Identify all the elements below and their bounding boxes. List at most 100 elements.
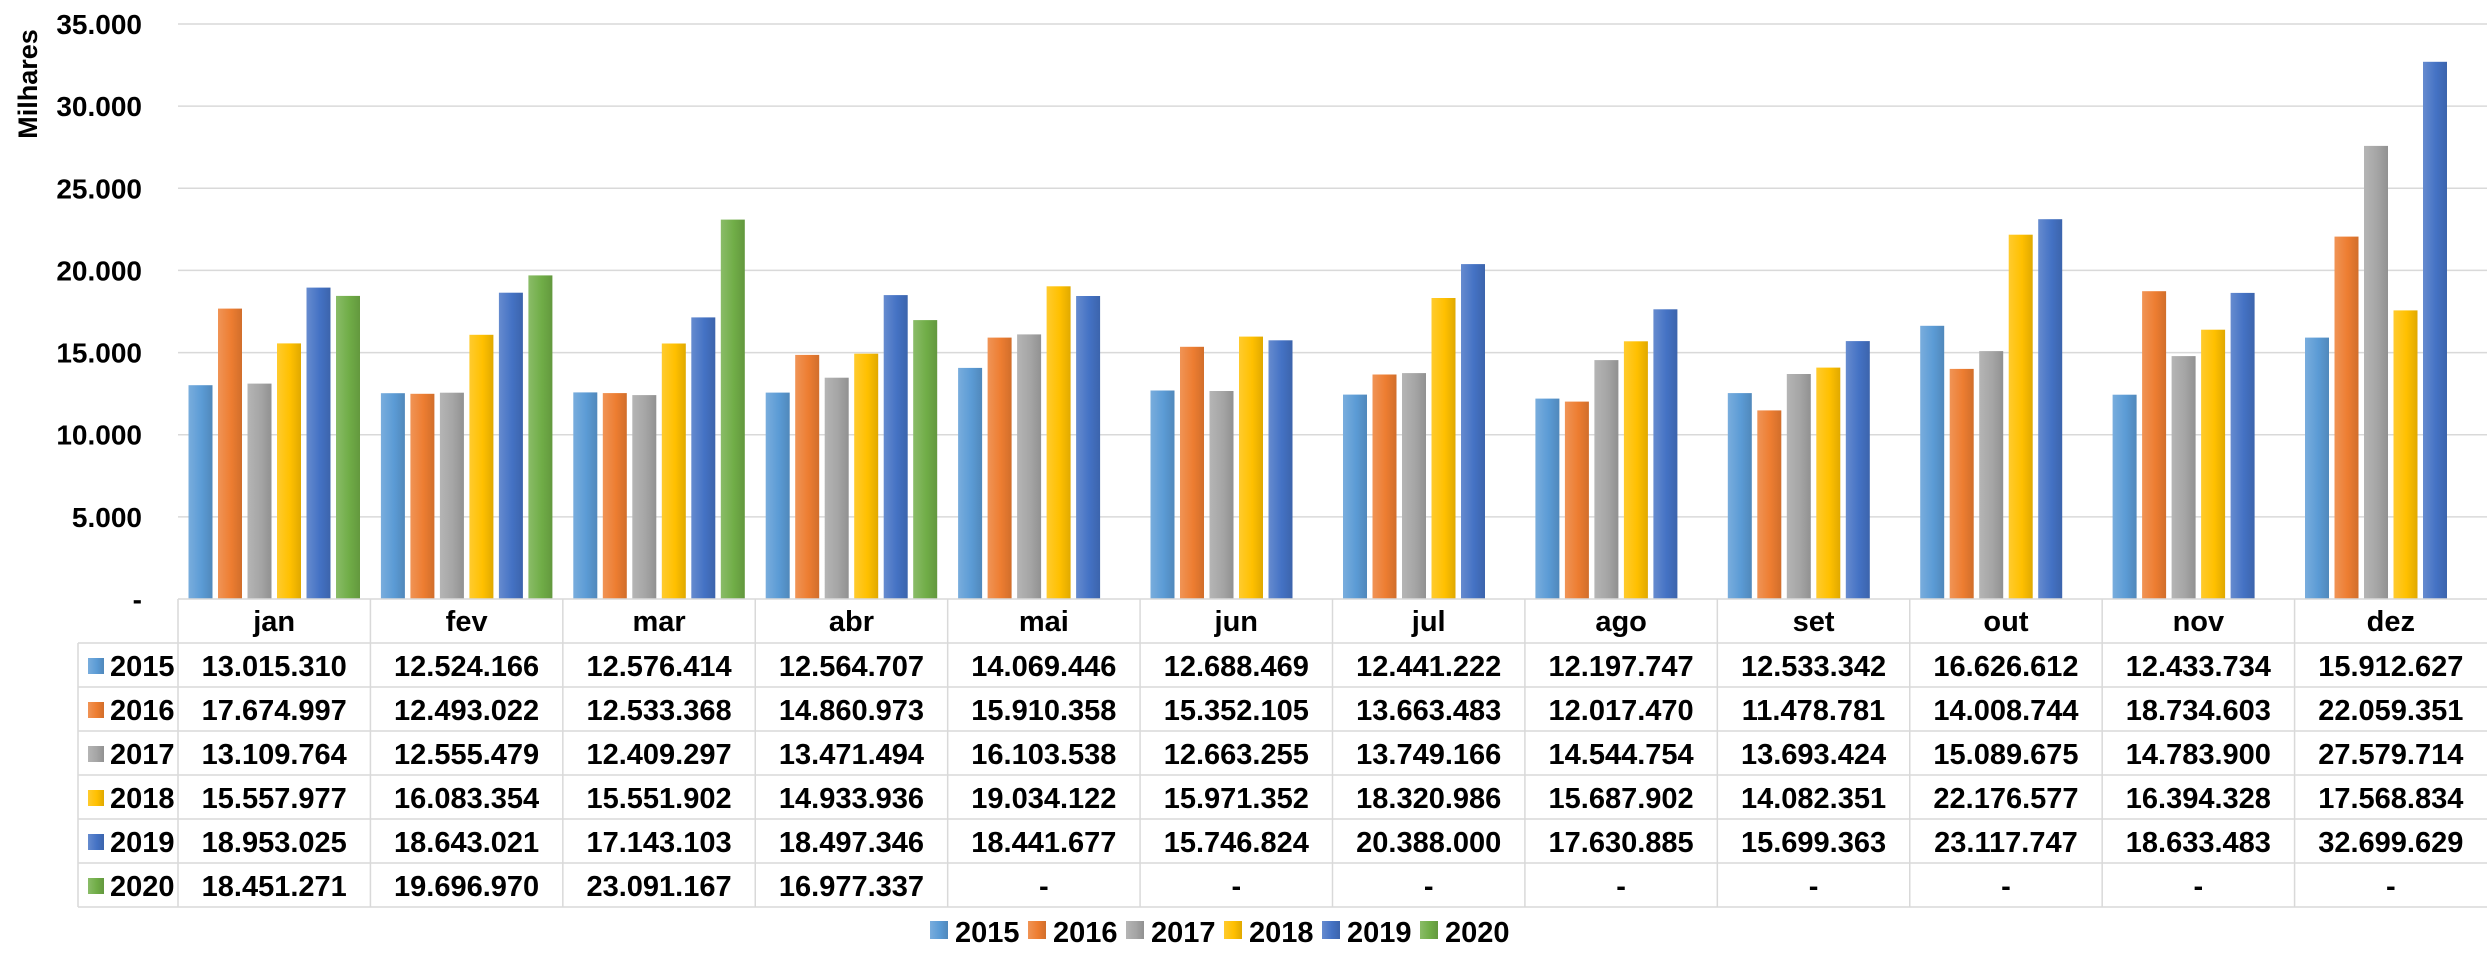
table-cell: 14.783.900 bbox=[2126, 739, 2271, 771]
table-cell: 16.083.354 bbox=[394, 783, 539, 815]
bar-2015-jan bbox=[188, 385, 213, 599]
bar-2018-jul bbox=[1431, 298, 1456, 599]
table-cell: - bbox=[1424, 871, 1434, 903]
table-legend-key bbox=[88, 746, 104, 762]
table-cell: 12.576.414 bbox=[586, 651, 731, 683]
table-cell: - bbox=[1616, 871, 1626, 903]
category-label: jul bbox=[1411, 606, 1446, 638]
legend-key bbox=[1420, 921, 1438, 939]
table-cell: 16.977.337 bbox=[779, 871, 924, 903]
table-cell: 20.388.000 bbox=[1356, 827, 1501, 859]
y-tick-label: 15.000 bbox=[56, 338, 142, 369]
bar-2017-mai bbox=[1017, 334, 1042, 599]
table-cell: 18.633.483 bbox=[2126, 827, 2271, 859]
table-cell: 12.493.022 bbox=[394, 695, 539, 727]
table-cell: 18.497.346 bbox=[779, 827, 924, 859]
table-cell: 12.524.166 bbox=[394, 651, 539, 683]
table-legend-key bbox=[88, 878, 104, 894]
table-cell: 12.433.734 bbox=[2126, 651, 2271, 683]
bar-2017-jul bbox=[1402, 373, 1426, 599]
bar-2019-abr bbox=[883, 295, 908, 599]
table-cell: 22.176.577 bbox=[1933, 783, 2078, 815]
bar-2016-jul bbox=[1372, 374, 1397, 599]
table-cell: - bbox=[1231, 871, 1241, 903]
category-label: abr bbox=[829, 606, 874, 638]
y-tick-label: 25.000 bbox=[56, 173, 142, 204]
bar-2018-ago bbox=[1623, 341, 1648, 599]
table-cell: 14.860.973 bbox=[779, 695, 924, 727]
table-cell: 17.674.997 bbox=[202, 695, 347, 727]
bar-2016-dez bbox=[2334, 236, 2359, 599]
table-legend-key bbox=[88, 702, 104, 718]
table-cell: 14.933.936 bbox=[779, 783, 924, 815]
table-cell: 23.091.167 bbox=[586, 871, 731, 903]
table-cell: 12.017.470 bbox=[1549, 695, 1694, 727]
y-tick-label: 30.000 bbox=[56, 91, 142, 122]
table-series-name: 2017 bbox=[110, 739, 175, 771]
bar-2016-jan bbox=[218, 308, 242, 599]
bars bbox=[188, 61, 2447, 600]
bar-2019-out bbox=[2038, 219, 2063, 599]
table-cell: 17.630.885 bbox=[1549, 827, 1694, 859]
bar-2017-ago bbox=[1594, 360, 1619, 599]
bar-2019-dez bbox=[2423, 61, 2447, 600]
category-label: fev bbox=[446, 606, 488, 638]
gridlines bbox=[178, 23, 2487, 518]
table-series-name: 2015 bbox=[110, 651, 175, 683]
bar-2020-mar bbox=[720, 219, 745, 599]
table-cell: 17.143.103 bbox=[586, 827, 731, 859]
category-label: set bbox=[1793, 606, 1835, 638]
bar-2017-mar bbox=[632, 395, 657, 599]
y-axis-label: Milhares bbox=[13, 29, 43, 139]
table-cell: - bbox=[1039, 871, 1049, 903]
bar-2017-set bbox=[1786, 374, 1811, 599]
bar-2015-jun bbox=[1150, 390, 1175, 599]
table-cell: 12.409.297 bbox=[586, 739, 731, 771]
bar-2016-ago bbox=[1564, 401, 1589, 599]
table-cell: 13.015.310 bbox=[202, 651, 347, 683]
table-cell: 12.441.222 bbox=[1356, 651, 1501, 683]
legend-key bbox=[1126, 921, 1144, 939]
table-cell: 12.533.368 bbox=[586, 695, 731, 727]
bar-2016-set bbox=[1757, 410, 1782, 599]
table-cell: 13.109.764 bbox=[202, 739, 347, 771]
table-cell: - bbox=[2001, 871, 2011, 903]
bar-2019-ago bbox=[1653, 309, 1678, 599]
table-legend-key bbox=[88, 834, 104, 850]
category-label: mai bbox=[1019, 606, 1069, 638]
table-cell: 13.693.424 bbox=[1741, 739, 1886, 771]
bar-2015-fev bbox=[380, 393, 405, 599]
table-cell: 18.953.025 bbox=[202, 827, 347, 859]
table-cell: 27.579.714 bbox=[2318, 739, 2463, 771]
bar-2016-mar bbox=[602, 393, 627, 599]
table-cell: 13.749.166 bbox=[1356, 739, 1501, 771]
table-cell: 15.912.627 bbox=[2318, 651, 2463, 683]
table-cell: 19.696.970 bbox=[394, 871, 539, 903]
legend-key bbox=[930, 921, 948, 939]
table-legend-key bbox=[88, 790, 104, 806]
legend: 2015 2016 2017 2018 2019 2020 bbox=[930, 917, 1510, 949]
table-cell: 23.117.747 bbox=[1934, 827, 2078, 859]
bar-2019-nov bbox=[2230, 292, 2255, 599]
legend-label: 2017 bbox=[1151, 917, 1216, 949]
bar-2017-fev bbox=[439, 392, 464, 599]
bar-2015-nov bbox=[2112, 394, 2137, 599]
legend-label: 2019 bbox=[1347, 917, 1412, 949]
table-cell: 15.746.824 bbox=[1164, 827, 1309, 859]
table-cell: 32.699.629 bbox=[2318, 827, 2463, 859]
table-cell: 15.089.675 bbox=[1933, 739, 2078, 771]
bar-2015-mai bbox=[958, 367, 983, 599]
table-cell: 19.034.122 bbox=[971, 783, 1116, 815]
bar-2015-ago bbox=[1535, 398, 1560, 599]
bar-2019-set bbox=[1845, 341, 1870, 599]
bar-2019-jun bbox=[1268, 340, 1293, 599]
category-label: ago bbox=[1595, 606, 1647, 638]
legend-label: 2020 bbox=[1445, 917, 1510, 949]
table-legend-key bbox=[88, 658, 104, 674]
table-series-name: 2018 bbox=[110, 783, 175, 815]
bar-2018-set bbox=[1816, 367, 1841, 599]
table-cell: 11.478.781 bbox=[1742, 695, 1886, 727]
table-cell: 15.352.105 bbox=[1164, 695, 1309, 727]
bar-2015-mar bbox=[573, 392, 598, 599]
